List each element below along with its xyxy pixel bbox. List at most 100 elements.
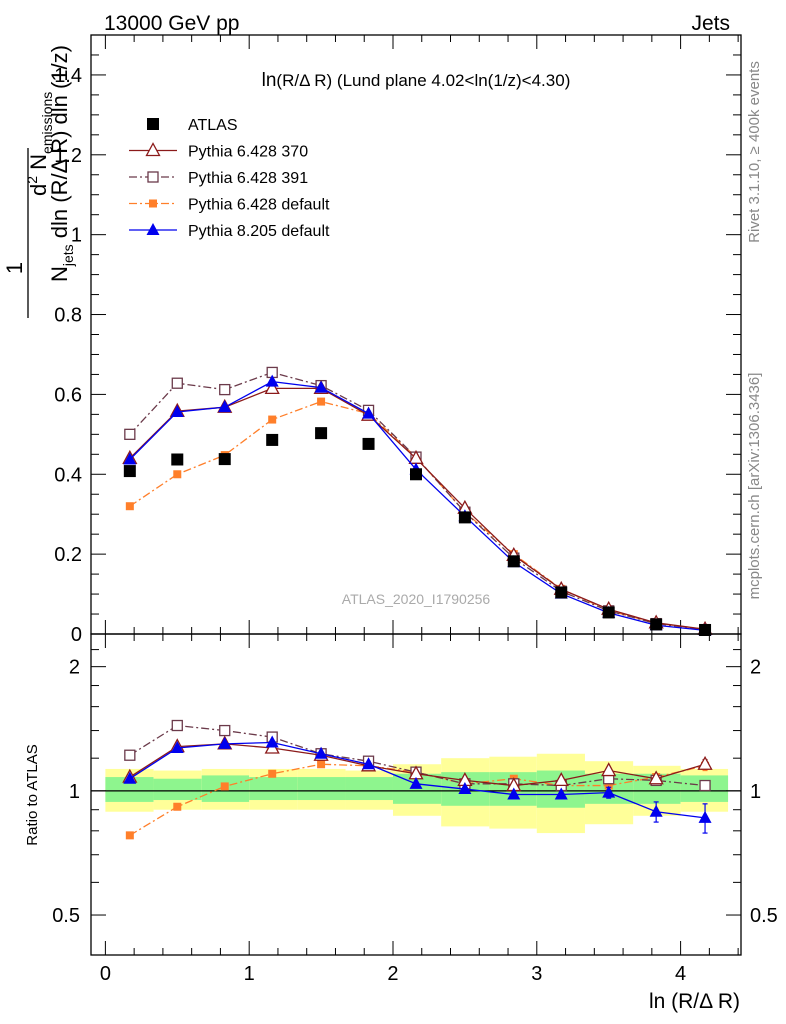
main-point-atlas [218, 453, 231, 466]
main-title: ln(R/Δ R) (Lund plane 4.02<ln(1/z)<4.30) [262, 70, 571, 91]
x-tick-label: 2 [387, 963, 398, 985]
main-point-atlas [315, 427, 328, 440]
legend-marker-py8_default [146, 223, 160, 235]
x-axis-label: ln (R/Δ R) [649, 990, 740, 1013]
main-point-py6_391 [219, 383, 231, 396]
ylabel-one: 1 [2, 262, 27, 274]
ratio-point-py6_391 [699, 779, 711, 792]
main-y-tick-label: 1.2 [54, 145, 82, 167]
ratio-y-tick-label-right: 0.5 [750, 905, 778, 927]
title-lund: (Lund plane 4.02<ln(1/z)<4.30) [337, 71, 570, 90]
main-point-py6_default [173, 470, 182, 479]
rivet-label: Rivet 3.1.10, ≥ 400k events [746, 61, 763, 243]
ratio-frame [90, 633, 742, 956]
main-point-py6_default [317, 397, 326, 406]
legend-label-py6_391: Pythia 6.428 391 [188, 170, 308, 187]
main-point-py8_default [314, 380, 328, 393]
x-tick-label: 4 [675, 963, 686, 985]
ratio-y-tick-label-left: 2 [69, 657, 80, 679]
ratio-point-py8_default [314, 746, 328, 759]
legend-label-py8_default: Pythia 8.205 default [188, 223, 330, 240]
ratio-point-py8_default [362, 757, 376, 770]
main-point-py6_391 [124, 428, 136, 440]
legend-marker-py6_370 [145, 142, 161, 157]
main-point-py8_default [123, 452, 137, 465]
ratio-y-tick-label-left: 1 [69, 781, 80, 803]
main-point-py6_391 [171, 377, 183, 389]
main-y-tick-label: 0.4 [54, 464, 82, 486]
ratio-point-py6_391 [219, 724, 231, 737]
main-point-atlas [699, 624, 712, 637]
main-y-tick-label: 0.2 [54, 544, 82, 566]
ratio-point-py6_default [268, 769, 277, 778]
band-inner-3 [249, 777, 298, 801]
ratio-point-py8_default [170, 741, 184, 754]
legend-marker-py6_391 [147, 171, 159, 183]
main-point-py8_default [218, 400, 232, 413]
ratio-point-py8_default [123, 771, 137, 784]
ratio-y-tick-label-right: 2 [750, 657, 761, 679]
ylabel-denominator: Njets dln (R/Δ R) dln (1/z) [47, 45, 76, 282]
main-point-atlas [458, 511, 471, 524]
main-point-atlas [602, 606, 615, 619]
main-y-tick-label: 0.8 [54, 305, 82, 327]
ratio-point-py8_default [602, 785, 616, 798]
main-y-tick-label: 1 [71, 225, 82, 247]
legend-marker-atlas [147, 118, 159, 130]
ratio-point-py6_default [317, 760, 326, 769]
main-point-atlas [266, 433, 279, 446]
legend: ATLAS Pythia 6.428 370 Pythia 6.428 391 Pyt… [129, 117, 330, 240]
ratio-point-py6_370 [553, 772, 569, 787]
ratio-point-py8_default [554, 787, 568, 800]
main-point-py6_default [268, 415, 277, 424]
main-point-atlas [507, 555, 520, 568]
legend-marker-py6_default [149, 199, 157, 208]
main-plot-area: 0 0.2 0.4 0.6 0.8 1 1.2 1.4 [54, 34, 742, 646]
main-point-py8_default [265, 374, 279, 387]
main-ylabel: 1 d2 Nemissions Njets dln (R/Δ R) dln (1… [2, 45, 76, 318]
ratio-point-py8_default [507, 787, 521, 800]
header-left: 13000 GeV pp [104, 12, 239, 35]
ratio-point-py8_default [265, 735, 279, 748]
ratio-point-py6_default [125, 831, 134, 840]
x-tick-label: 1 [244, 963, 255, 985]
header-right: Jets [691, 12, 730, 35]
ratio-point-py6_default [220, 782, 229, 791]
ratio-point-py6_default [604, 781, 613, 790]
x-tick-label: 0 [100, 963, 111, 985]
ratio-y-tick-label-left: 0.5 [52, 905, 80, 927]
main-point-atlas [123, 465, 136, 478]
ratio-point-py8_default [409, 776, 423, 789]
main-point-atlas [650, 618, 663, 631]
ratio-point-py6_391 [171, 719, 183, 732]
analysis-watermark: ATLAS_2020_I1790256 [342, 591, 491, 607]
main-point-atlas [410, 468, 422, 481]
ylabel-numerator: d2 Nemissions [24, 92, 55, 196]
main-point-py8_default [362, 406, 376, 419]
ratio-ylabel: Ratio to ATLAS [24, 744, 41, 845]
mcplots-label: mcplots.cern.ch [arXiv:1306.3436] [746, 373, 763, 600]
ratio-plot-area: 0 1 2 3 4 0.5 0.5 1 1 2 2 [52, 633, 778, 985]
title-rdr: (R/Δ R) [276, 71, 332, 90]
main-point-atlas [171, 453, 184, 466]
ratio-point-py6_370 [648, 770, 664, 785]
ratio-point-py8_default [218, 736, 232, 749]
ratio-point-py6_391 [124, 749, 136, 761]
legend-label-py6_370: Pythia 6.428 370 [188, 144, 308, 161]
main-point-atlas [362, 437, 375, 450]
main-y-tick-label: 1.4 [54, 65, 82, 87]
band-inner-1 [153, 778, 202, 801]
ratio-point-py8_default [649, 804, 663, 817]
main-y-tick-label: 0 [71, 624, 82, 646]
legend-label-atlas: ATLAS [188, 117, 238, 134]
main-point-py6_370 [264, 380, 280, 395]
x-tick-label: 3 [531, 963, 542, 985]
ratio-point-py6_default [173, 802, 182, 811]
main-point-atlas [555, 586, 568, 599]
ratio-point-py8_default [698, 810, 712, 823]
main-point-py6_default [125, 502, 134, 511]
title-ln: ln [262, 70, 277, 91]
ratio-point-py6_370 [697, 755, 713, 770]
main-y-tick-label: 0.6 [54, 384, 82, 406]
